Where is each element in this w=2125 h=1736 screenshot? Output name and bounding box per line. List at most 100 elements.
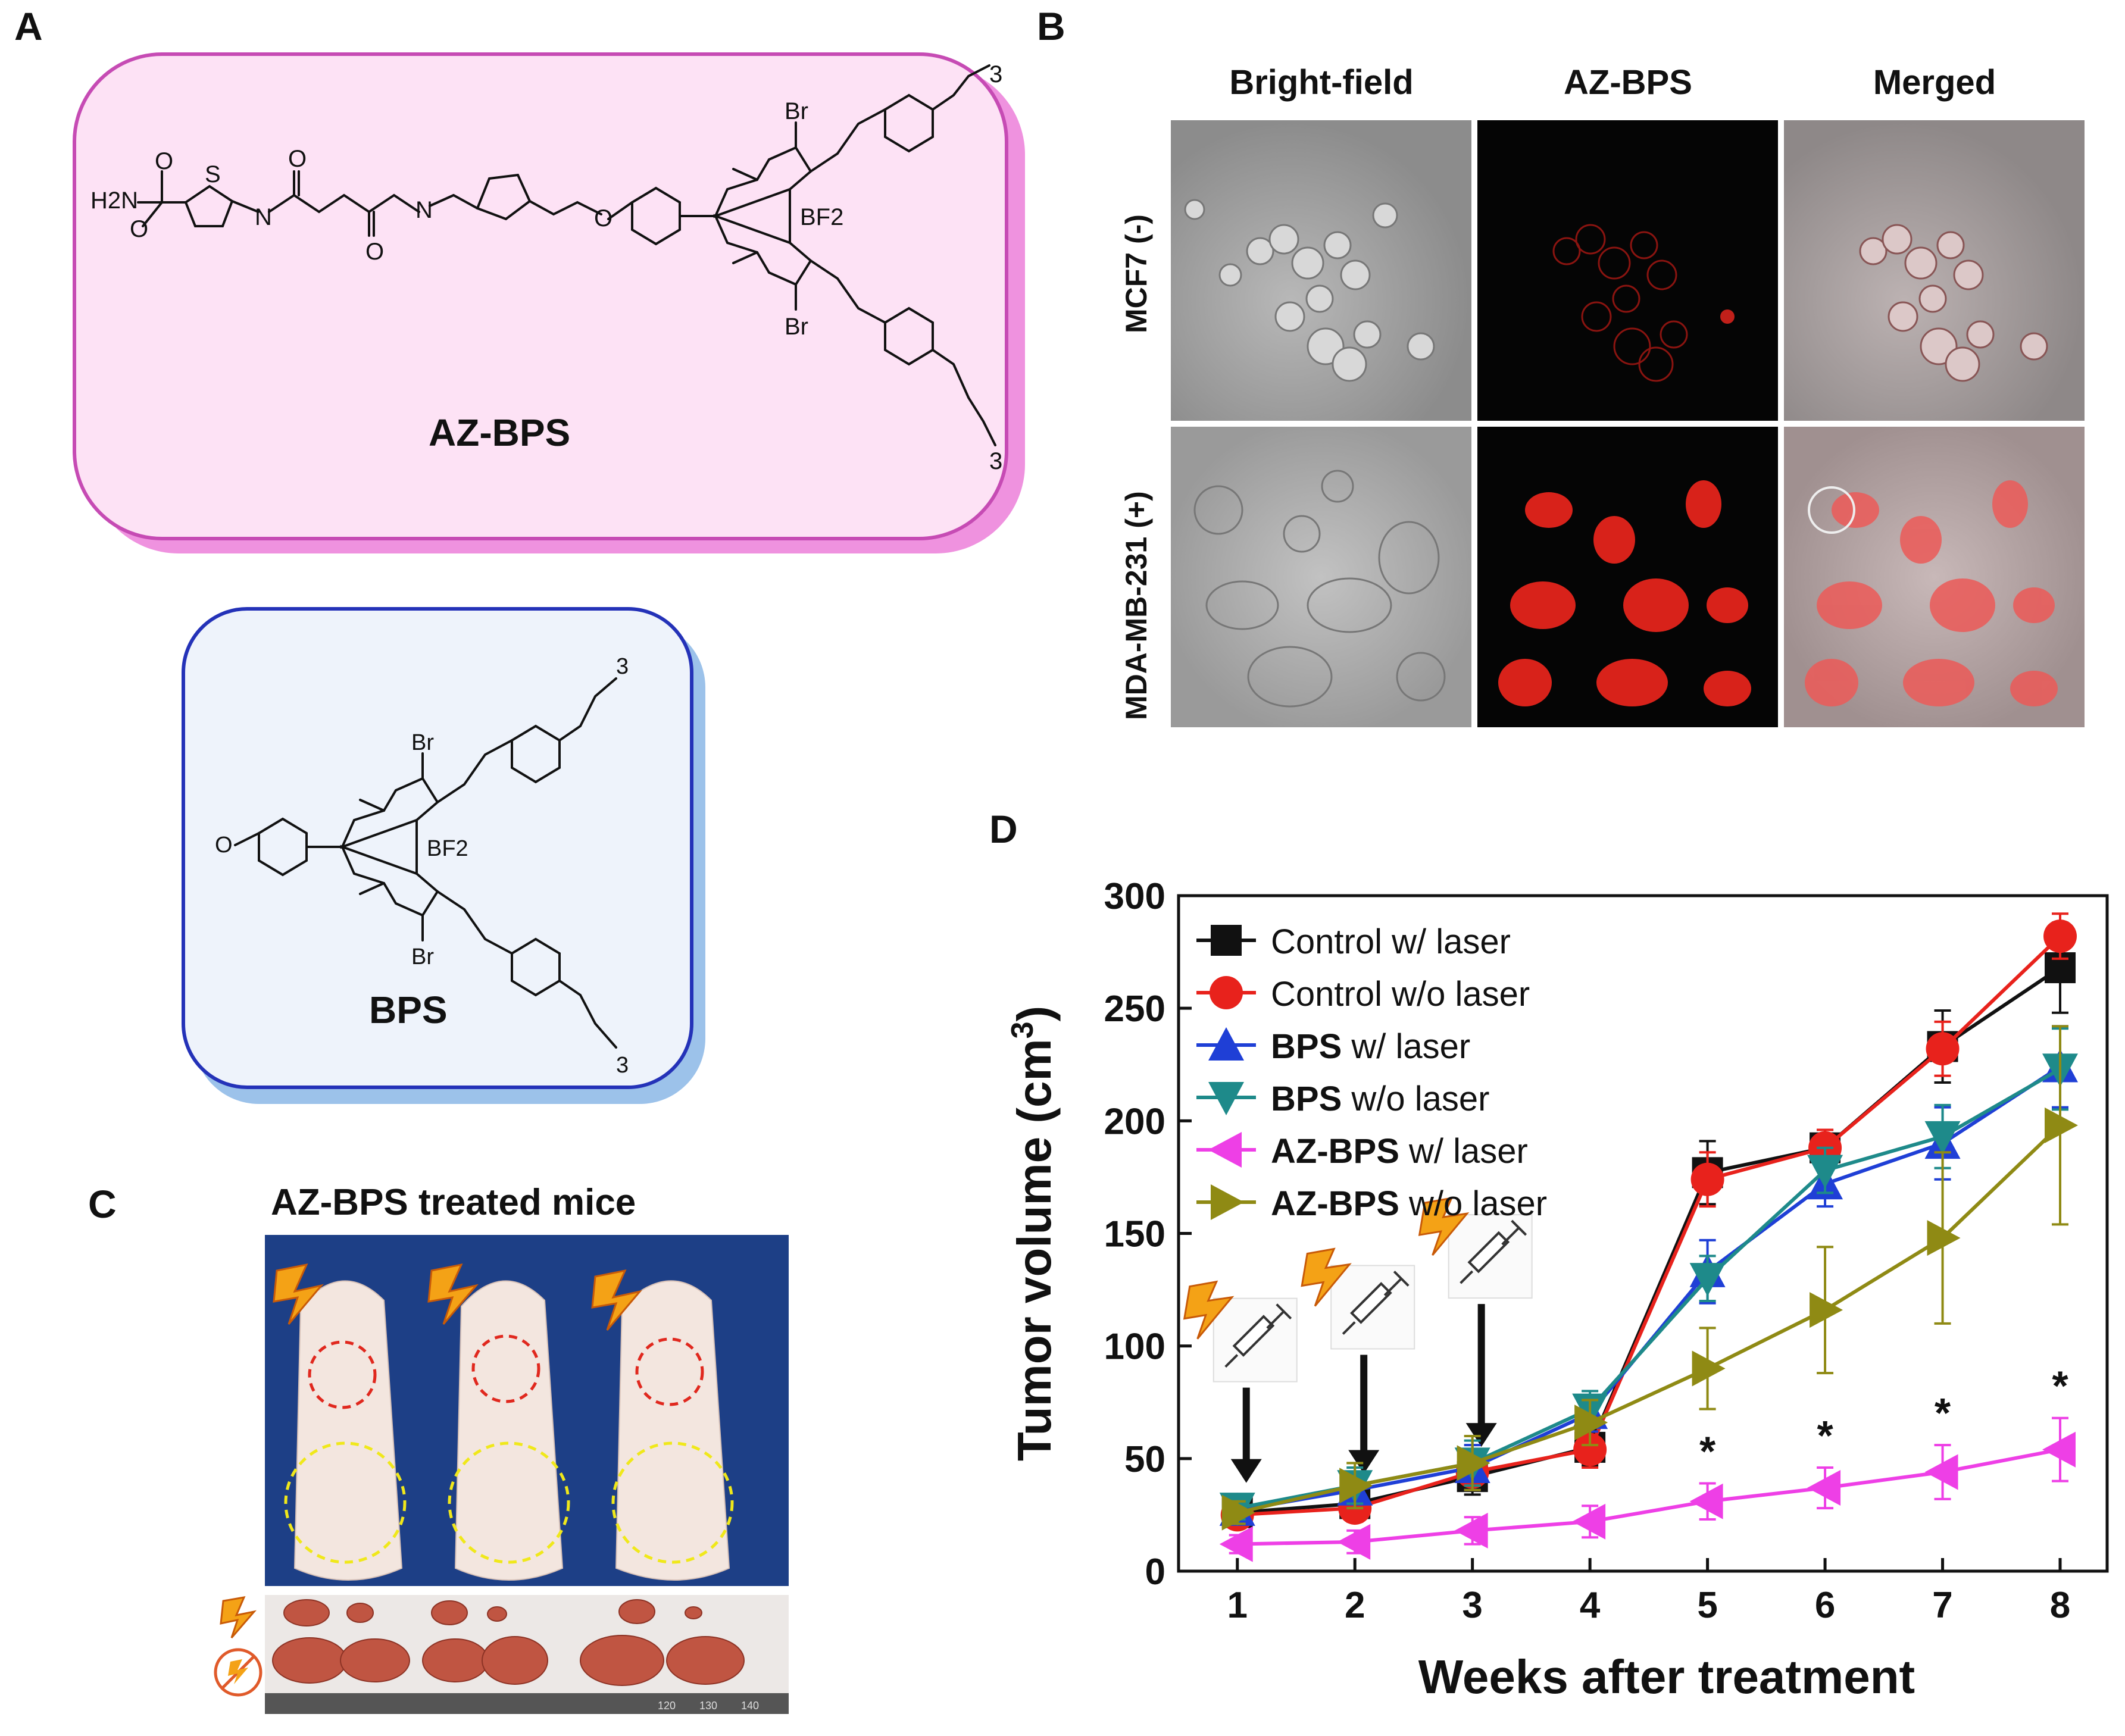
y-tick-label: 150 (1104, 1214, 1165, 1255)
data-point-az-bps-w-o-laser (1457, 1445, 1490, 1481)
treatment-arrowhead (1465, 1423, 1497, 1447)
atom-sub3-2: 3 (989, 448, 1002, 474)
x-tick-label: 2 (1345, 1585, 1365, 1626)
y-tick-label: 100 (1104, 1327, 1165, 1368)
y-tick-label: 300 (1104, 876, 1165, 917)
y-tick-label: 0 (1145, 1552, 1165, 1593)
laser-icon-3 (591, 1269, 643, 1331)
atom-o-2: O (130, 216, 148, 242)
legend-marker-az-bps-w-o-laser (1211, 1184, 1244, 1220)
atom-o-5: O (594, 205, 612, 232)
atom-n-2: N (415, 197, 433, 223)
x-tick-label: 7 (1932, 1585, 1952, 1626)
bps-box (182, 607, 693, 1089)
data-point-bps-w-o-laser (1689, 1263, 1726, 1297)
data-point-az-bps-w-laser (1219, 1526, 1253, 1562)
atom-br-2: Br (785, 314, 808, 340)
panel-letter-a: A (14, 4, 43, 48)
bps-atom-sub3-1: 3 (616, 654, 629, 679)
y-tick-label: 50 (1124, 1439, 1165, 1480)
tumor-volume-chart: 0 50 100 150 200 250 300 1 2 3 4 5 6 7 8 Weeks after tr… (1005, 876, 2109, 1703)
data-point-az-bps-w-laser (2042, 1431, 2076, 1468)
atom-o-3: O (288, 146, 307, 172)
x-tick-label: 8 (2050, 1585, 2070, 1626)
az-bps-label: AZ-BPS (429, 411, 571, 454)
data-point-control-w-o-laser (2043, 919, 2077, 953)
tumor-circle-upper-2 (471, 1334, 540, 1403)
atom-h2n: H2N (90, 187, 138, 214)
data-point-az-bps-w-o-laser (1574, 1405, 1608, 1441)
bps-atom-bf2: BF2 (427, 836, 468, 861)
tumor-photo: 120 130 140 (265, 1595, 789, 1714)
atom-sub3-1: 3 (989, 61, 1002, 87)
micro-mda-merged (1783, 426, 2086, 728)
ruler-120: 120 (658, 1700, 676, 1712)
col-header-merged: Merged (1873, 63, 1996, 102)
legend-marker-control-w-laser (1211, 925, 1242, 956)
legend-label-az-bps-w-o-laser: AZ-BPS w/o laser (1271, 1184, 1547, 1223)
series-line-az-bps-w-laser (1237, 1447, 2061, 1546)
bps-label: BPS (369, 989, 448, 1031)
row-label-mda-mb-231: MDA-MB-231 (+) (1120, 491, 1153, 720)
legend-label-bps-w-o-laser: BPS w/o laser (1271, 1080, 1489, 1118)
x-tick-label: 5 (1697, 1585, 1717, 1626)
data-point-az-bps-w-o-laser (1221, 1494, 1255, 1531)
legend-marker-az-bps-w-laser (1208, 1132, 1242, 1168)
tumor-circle-lower-1 (284, 1441, 407, 1564)
mice-photo (265, 1235, 789, 1586)
x-tick-label: 3 (1462, 1585, 1482, 1626)
bps-atom-br-2: Br (411, 944, 434, 969)
ruler-130: 130 (699, 1700, 717, 1712)
laser-bolt-icon (1183, 1280, 1235, 1340)
tumor-circle-lower-2 (448, 1441, 570, 1564)
legend-marker-bps-w-laser (1208, 1027, 1244, 1061)
legend-label-bps-w-laser: BPS w/ laser (1271, 1027, 1470, 1066)
significance-star: * (1935, 1390, 1951, 1436)
laser-icon-1 (273, 1263, 324, 1325)
data-point-az-bps-w-laser (1572, 1503, 1606, 1540)
x-axis-label: Weeks after treatment (1418, 1650, 1915, 1703)
tumor-circle-upper-1 (308, 1340, 377, 1409)
syringe-icon (1330, 1265, 1415, 1350)
panel-c-title: AZ-BPS treated mice (271, 1182, 636, 1223)
x-tick-label: 6 (1815, 1585, 1835, 1626)
laser-bolt-icon (1301, 1247, 1352, 1307)
bps-atom-br-1: Br (411, 730, 434, 755)
atom-s: S (205, 161, 221, 187)
laser-icon-tumor (220, 1596, 257, 1638)
syringe-icon (1448, 1214, 1533, 1299)
significance-star: * (2052, 1363, 2068, 1409)
row-label-mcf7: MCF7 (-) (1120, 214, 1153, 333)
atom-br-1: Br (785, 98, 808, 124)
data-point-control-w-o-laser (1573, 1432, 1607, 1466)
legend-label-az-bps-w-laser: AZ-BPS w/ laser (1271, 1132, 1528, 1171)
data-point-az-bps-w-laser (1924, 1454, 1958, 1490)
significance-star: * (1817, 1412, 1833, 1459)
data-point-az-bps-w-o-laser (1339, 1468, 1373, 1504)
series-line-control-w-o-laser (1237, 934, 2062, 1517)
treatment-arrowhead (1230, 1459, 1262, 1483)
legend-label-control-w-laser: Control w/ laser (1271, 922, 1511, 961)
no-laser-icon (214, 1648, 262, 1697)
micro-mcf7-bright-field (1170, 119, 1473, 422)
micro-mda-bright-field (1170, 426, 1473, 728)
legend-label-control-w-o-laser: Control w/o laser (1271, 975, 1530, 1014)
data-point-az-bps-w-laser (1337, 1524, 1371, 1560)
bps-structure: O Br Br BF2 3 3 (215, 654, 629, 1078)
col-header-bright-field: Bright-field (1229, 63, 1414, 102)
laser-icon-2 (427, 1263, 479, 1325)
atom-o-1: O (155, 148, 173, 174)
y-tick-label: 200 (1104, 1101, 1165, 1142)
data-point-control-w-o-laser (1690, 1162, 1724, 1196)
data-point-az-bps-w-o-laser (1692, 1350, 1726, 1387)
data-point-bps-w-o-laser (1924, 1121, 1961, 1155)
x-tick-label: 1 (1227, 1585, 1247, 1626)
legend-marker-control-w-o-laser (1210, 976, 1243, 1009)
panel-letter-d: D (989, 807, 1018, 851)
micro-mcf7-az-bps (1476, 119, 1779, 422)
atom-n-1: N (255, 204, 272, 230)
data-point-az-bps-w-laser (1454, 1512, 1488, 1549)
tumor-circle-lower-3 (611, 1441, 734, 1564)
laser-bolt-icon (1418, 1197, 1470, 1256)
atom-o-4: O (365, 239, 384, 265)
